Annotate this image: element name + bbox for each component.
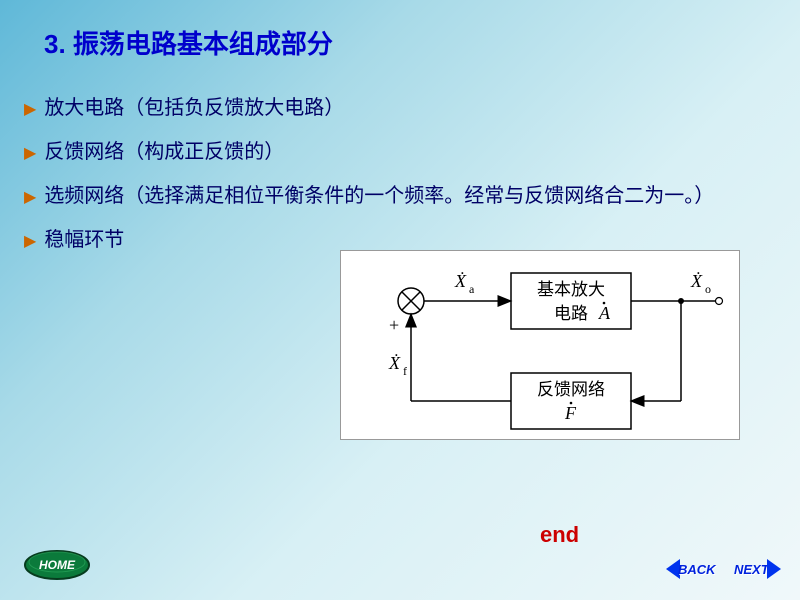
svg-text:Ẋ: Ẋ [690,271,703,291]
next-label: NEXT [734,562,769,577]
amp-label-1: 基本放大 [537,280,605,299]
page-title: 3. 振荡电路基本组成部分 [44,24,333,61]
svg-text:f: f [403,364,407,378]
home-label: HOME [39,558,76,572]
fb-label-1: 反馈网络 [537,380,605,399]
svg-text:o: o [705,282,711,296]
list-item: ▶ 反馈网络（构成正反馈的） [24,132,760,172]
list-item: ▶ 选频网络（选择满足相位平衡条件的一个频率。经常与反馈网络合二为一。） [24,176,760,216]
bullet-marker-icon: ▶ [24,182,36,214]
svg-text:Ẋ: Ẋ [454,271,467,291]
bullet-text: 选频网络（选择满足相位平衡条件的一个频率。经常与反馈网络合二为一。） [44,176,760,216]
svg-text:F: F [564,403,577,423]
svg-text:+: + [389,315,399,335]
diagram-svg: + Ẋ a 基本放大 电路 A Ẋ o 反馈网络 F Ẋ f [341,251,741,441]
svg-text:a: a [469,282,475,296]
block-diagram: + Ẋ a 基本放大 电路 A Ẋ o 反馈网络 F Ẋ f [340,250,740,440]
back-button[interactable]: BACK [666,556,716,582]
bullet-text: 放大电路（包括负反馈放大电路） [44,88,760,128]
bullet-text: 反馈网络（构成正反馈的） [44,132,760,172]
svg-text:Ẋ: Ẋ [388,353,401,373]
list-item: ▶ 放大电路（包括负反馈放大电路） [24,88,760,128]
end-label: end [540,522,579,548]
bullet-list: ▶ 放大电路（包括负反馈放大电路） ▶ 反馈网络（构成正反馈的） ▶ 选频网络（… [24,88,760,264]
bullet-marker-icon: ▶ [24,226,36,258]
svg-text:A: A [598,303,611,323]
next-button[interactable]: NEXT [734,556,781,582]
back-label: BACK [678,562,716,577]
arrow-right-icon [767,559,781,579]
bullet-marker-icon: ▶ [24,94,36,126]
bullet-marker-icon: ▶ [24,138,36,170]
home-button[interactable]: HOME [22,548,92,582]
amp-label-2: 电路 [554,304,588,323]
